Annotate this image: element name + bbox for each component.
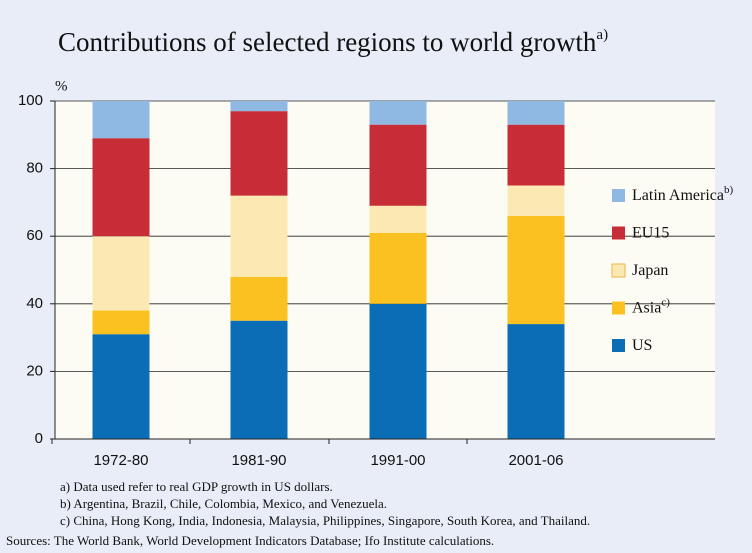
bar-segment: [230, 111, 288, 196]
legend-swatch: [612, 339, 625, 352]
x-tick-label: 1991-00: [370, 452, 425, 469]
bar-segment: [92, 138, 150, 237]
legend-label: Latin Americab): [632, 184, 733, 204]
bar-segment: [369, 232, 427, 304]
legend-label: Asiac): [632, 296, 670, 316]
bar-segment: [507, 185, 565, 216]
y-tick-label: 20: [26, 362, 43, 379]
footnote: c) China, Hong Kong, India, Indonesia, M…: [60, 513, 590, 528]
legend-name: EU15: [632, 224, 669, 241]
bar-segment: [92, 310, 150, 335]
legend-label: EU15: [632, 224, 669, 241]
bar-segment: [369, 101, 427, 125]
legend-name: Latin America: [632, 187, 724, 204]
bar-segment: [369, 124, 427, 206]
y-tick-label: 100: [18, 92, 43, 109]
legend-name: Japan: [632, 262, 668, 279]
footnote: a) Data used refer to real GDP growth in…: [60, 479, 333, 494]
bar-segment: [507, 101, 565, 125]
source: Sources: The World Bank, World Developme…: [6, 533, 494, 548]
footnote: b) Argentina, Brazil, Chile, Colombia, M…: [60, 496, 387, 511]
legend-label: Japan: [632, 262, 668, 279]
bar-segment: [92, 334, 150, 439]
x-tick-label: 1972-80: [93, 452, 148, 469]
legend-swatch: [611, 263, 626, 278]
legend-name: Asia: [632, 299, 661, 316]
bar-segment: [369, 303, 427, 439]
legend-swatch: [612, 301, 625, 315]
bar-segment: [230, 101, 288, 112]
x-tick-label: 1981-90: [231, 452, 286, 469]
legend-name: US: [632, 337, 652, 354]
legend-note: c): [661, 296, 670, 308]
legend-swatch: [612, 189, 625, 202]
y-tick-label: 0: [35, 430, 43, 447]
y-tick-label: 60: [26, 227, 43, 244]
bar-segment: [230, 276, 288, 321]
x-tick-label: 2001-06: [508, 452, 563, 469]
bar-segment: [507, 215, 565, 325]
y-tick-label: 40: [26, 295, 43, 312]
legend-note: b): [724, 184, 734, 196]
bar-segment: [230, 195, 288, 277]
bar-segment: [369, 205, 427, 233]
y-tick-label: 80: [26, 160, 43, 177]
bar-segment: [507, 324, 565, 439]
y-axis-label: %: [55, 78, 68, 94]
bar-segment: [507, 124, 565, 186]
bar-segment: [92, 236, 150, 311]
bar-segment: [92, 101, 150, 139]
chart-title: Contributions of selected regions to wor…: [58, 27, 608, 57]
legend-label: US: [632, 337, 652, 354]
legend-swatch: [612, 226, 625, 240]
bar-segment: [230, 320, 288, 439]
